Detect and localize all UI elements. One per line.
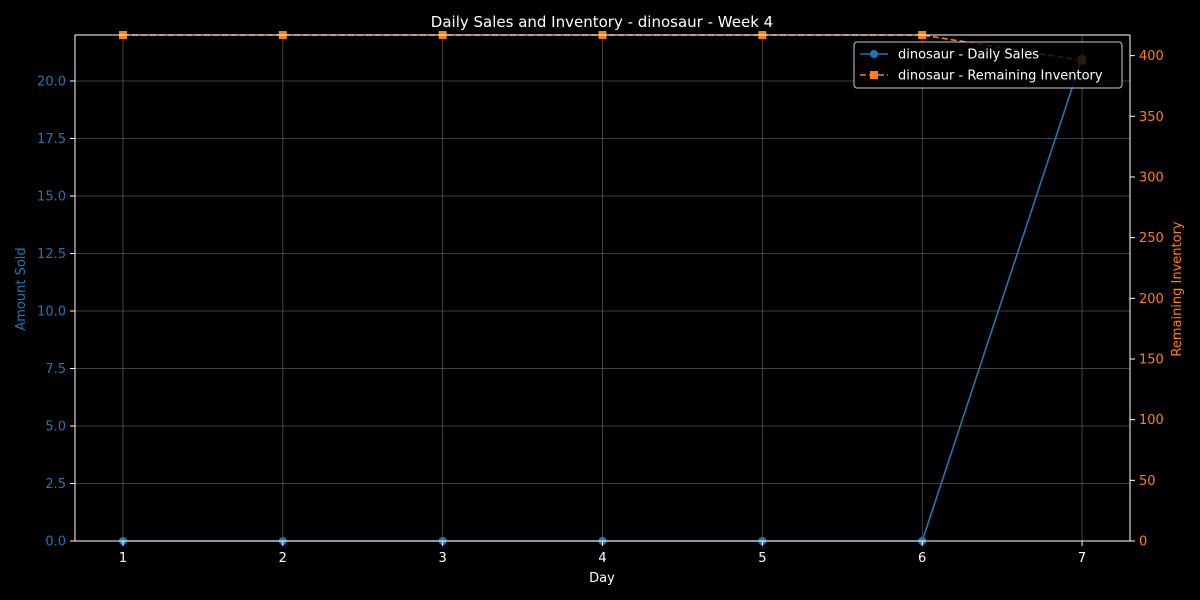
y-right-tick-label: 0 (1139, 535, 1147, 550)
y-axis-left-label: Amount Sold (14, 247, 29, 330)
y-left-tick-label: 7.5 (45, 362, 66, 377)
y-right-tick-label: 300 (1139, 170, 1164, 185)
y-left-tick-label: 17.5 (37, 132, 66, 147)
x-tick-label: 6 (918, 551, 926, 566)
legend-marker-1 (870, 50, 878, 58)
y-left-tick-label: 5.0 (45, 420, 66, 435)
x-tick-label: 4 (598, 551, 606, 566)
y-left-tick-label: 2.5 (45, 477, 66, 492)
legend-label-1: dinosaur - Daily Sales (898, 48, 1039, 63)
y-right-tick-label: 200 (1139, 292, 1164, 307)
y-left-tick-label: 12.5 (37, 247, 66, 262)
grid-lines (75, 35, 1130, 542)
y-right-tick-label: 50 (1139, 474, 1156, 489)
y-axis-right-label: Remaining Inventory (1170, 221, 1185, 357)
y-left-tick-label: 0.0 (45, 535, 66, 550)
y-right-tick-label: 100 (1139, 413, 1164, 428)
legend-label-2: dinosaur - Remaining Inventory (898, 69, 1103, 84)
x-axis-label: Day (589, 571, 615, 586)
legend: dinosaur - Daily Sales dinosaur - Remaini… (853, 41, 1123, 89)
legend-marker-2 (870, 71, 878, 79)
y-left-tick-label: 15.0 (37, 190, 66, 205)
y-right-tick-label: 150 (1139, 352, 1164, 367)
x-tick-label: 7 (1078, 551, 1086, 566)
x-tick-label: 3 (439, 551, 447, 566)
y-right-tick-label: 350 (1139, 110, 1164, 125)
axes-frame (74, 34, 1131, 542)
axes: 1 2 3 4 5 6 7 0.0 2.5 5.0 7.5 10.0 12.5 15.0 17.5 20.0 0… (37, 34, 1164, 566)
legend-box (853, 41, 1123, 89)
y-left-tick-label: 20.0 (37, 75, 66, 90)
x-tick-label: 5 (758, 551, 766, 566)
y-right-tick-label: 250 (1139, 231, 1164, 246)
x-tick-label: 2 (279, 551, 287, 566)
chart-title: Daily Sales and Inventory - dinosaur - W… (431, 13, 773, 31)
x-tick-label: 1 (119, 551, 127, 566)
y-left-tick-label: 10.0 (37, 305, 66, 320)
y-right-tick-label: 400 (1139, 49, 1164, 64)
